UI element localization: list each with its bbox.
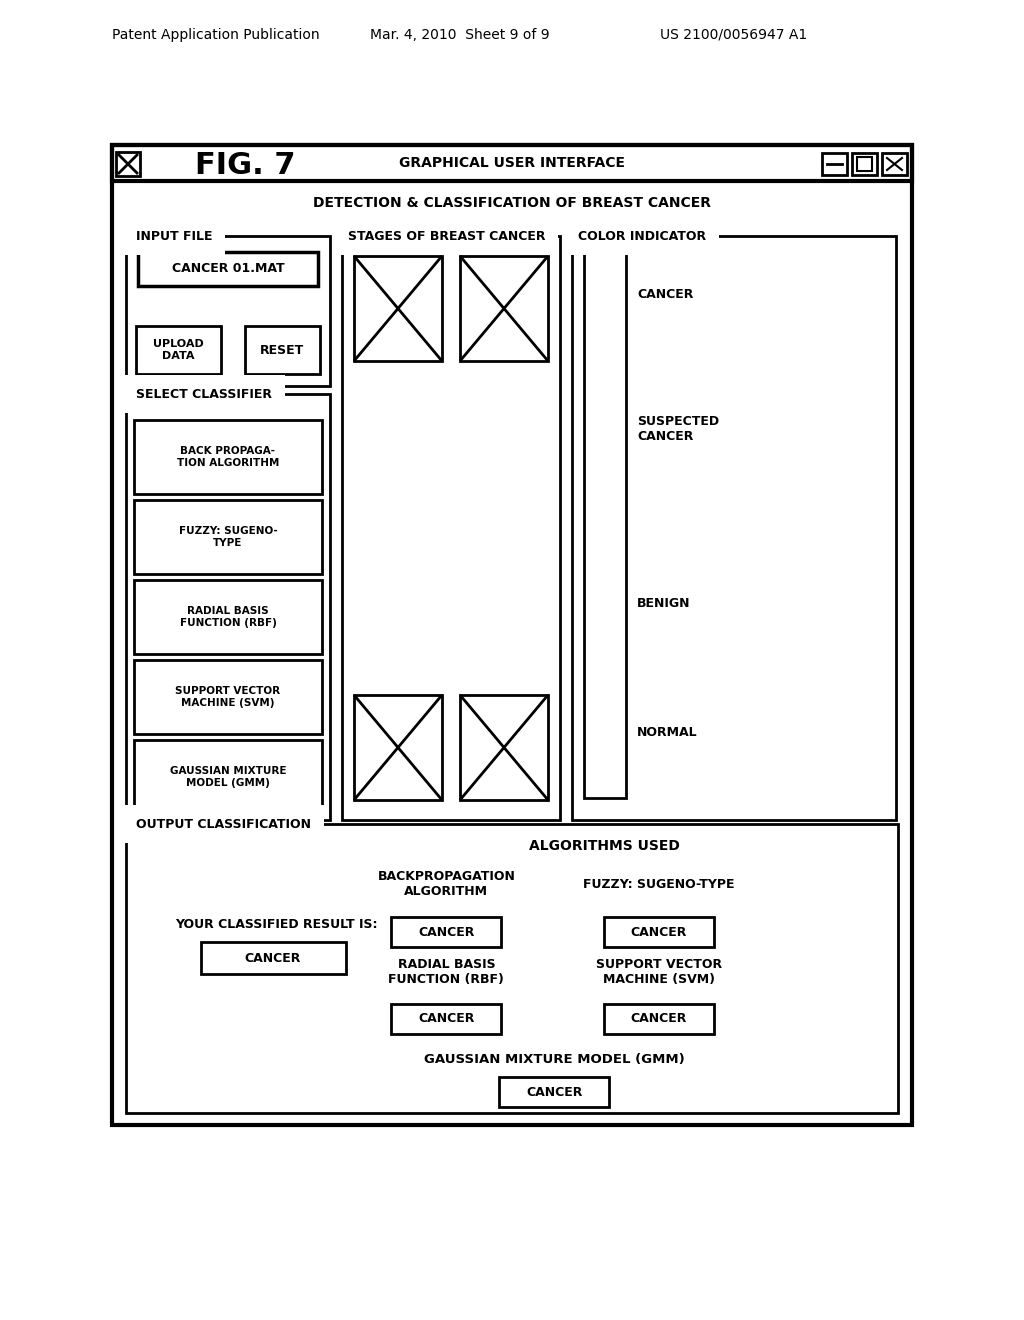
Text: CANCER: CANCER [631,925,687,939]
Text: DETECTION & CLASSIFICATION OF BREAST CANCER: DETECTION & CLASSIFICATION OF BREAST CAN… [313,195,711,210]
Text: FUZZY: SUGENO-TYPE: FUZZY: SUGENO-TYPE [583,878,734,891]
Text: FUZZY: SUGENO-
TYPE: FUZZY: SUGENO- TYPE [178,527,278,548]
Bar [584,252,626,799]
Bar [126,236,330,385]
Text: CANCER: CANCER [245,952,301,965]
Bar [134,500,322,574]
Text: SUPPORT VECTOR
MACHINE (SVM): SUPPORT VECTOR MACHINE (SVM) [175,686,281,708]
Text: GAUSSIAN MIXTURE
MODEL (GMM): GAUSSIAN MIXTURE MODEL (GMM) [170,766,287,788]
Bar [136,326,221,374]
Text: BACK PROPAGA-
TION ALGORITHM: BACK PROPAGA- TION ALGORITHM [177,446,280,467]
Text: UPLOAD
DATA: UPLOAD DATA [153,339,204,360]
Text: RADIAL BASIS
FUNCTION (RBF): RADIAL BASIS FUNCTION (RBF) [179,606,276,628]
Text: INPUT FILE: INPUT FILE [136,230,213,243]
Text: NORMAL: NORMAL [637,726,697,739]
Bar [822,153,847,176]
Text: STAGES OF BREAST CANCER: STAGES OF BREAST CANCER [348,230,546,243]
Bar [604,1005,714,1034]
Bar [572,236,896,820]
Bar [134,420,322,494]
Text: YOUR CLASSIFIED RESULT IS:: YOUR CLASSIFIED RESULT IS: [175,917,377,931]
Bar [604,917,714,946]
Text: Mar. 4, 2010  Sheet 9 of 9: Mar. 4, 2010 Sheet 9 of 9 [370,28,550,42]
Text: GRAPHICAL USER INTERFACE: GRAPHICAL USER INTERFACE [399,156,625,170]
Bar [391,1005,502,1034]
Text: SUSPECTED
CANCER: SUSPECTED CANCER [637,414,719,442]
Bar [126,824,898,1113]
Bar [201,942,346,974]
Bar [857,157,872,172]
Bar [134,579,322,653]
Bar [391,917,502,946]
Bar [852,153,877,176]
Text: RESET: RESET [260,343,304,356]
Text: CANCER 01.MAT: CANCER 01.MAT [172,263,285,276]
Text: SUPPORT VECTOR
MACHINE (SVM): SUPPORT VECTOR MACHINE (SVM) [596,958,722,986]
Text: OUTPUT CLASSIFICATION: OUTPUT CLASSIFICATION [136,817,311,830]
Bar [500,1077,609,1107]
Bar [126,393,330,820]
Text: GAUSSIAN MIXTURE MODEL (GMM): GAUSSIAN MIXTURE MODEL (GMM) [424,1052,685,1065]
Bar [134,741,322,814]
Text: BENIGN: BENIGN [637,598,690,610]
Bar [354,256,442,360]
Text: FIG. 7: FIG. 7 [195,150,296,180]
Bar [116,152,140,176]
Text: BACKPROPAGATION
ALGORITHM: BACKPROPAGATION ALGORITHM [378,870,515,898]
Bar [460,256,548,360]
Bar [112,145,912,181]
Text: CANCER: CANCER [637,288,693,301]
Bar [460,696,548,800]
Text: SELECT CLASSIFIER: SELECT CLASSIFIER [136,388,272,400]
Text: CANCER: CANCER [526,1085,583,1098]
Bar [138,252,318,286]
Text: RADIAL BASIS
FUNCTION (RBF): RADIAL BASIS FUNCTION (RBF) [388,958,504,986]
Text: Patent Application Publication: Patent Application Publication [112,28,319,42]
Bar [112,145,912,1125]
Text: US 2100/0056947 A1: US 2100/0056947 A1 [660,28,807,42]
Text: CANCER: CANCER [418,1012,474,1026]
Bar [134,660,322,734]
Bar [882,153,907,176]
Bar [245,326,319,374]
Bar [354,696,442,800]
Bar [342,236,560,820]
Text: CANCER: CANCER [418,925,474,939]
Text: COLOR INDICATOR: COLOR INDICATOR [578,230,707,243]
Text: ALGORITHMS USED: ALGORITHMS USED [529,840,680,853]
Text: CANCER: CANCER [631,1012,687,1026]
